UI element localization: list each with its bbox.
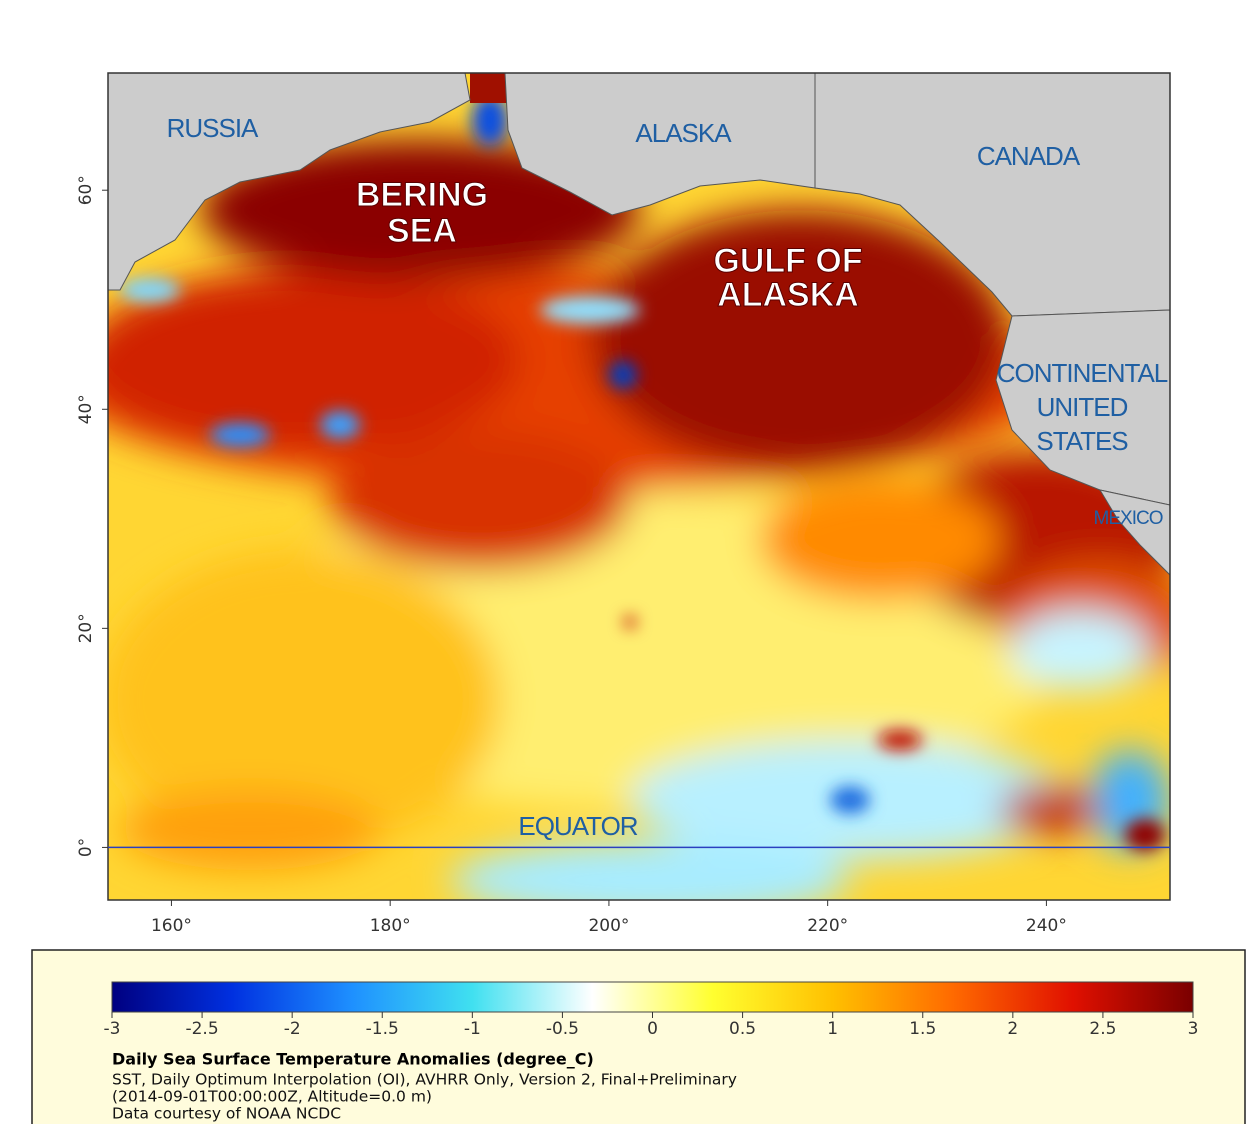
- place-label: SEA: [387, 212, 457, 250]
- colorbar: [111, 981, 1194, 1013]
- x-tick-label: 160°: [151, 916, 192, 936]
- place-label: BERING: [356, 176, 488, 214]
- colorbar-tick-label: 0: [647, 1019, 658, 1039]
- colorbar-tick-label: 2.5: [1089, 1019, 1116, 1039]
- colorbar-tick-label: -3: [104, 1019, 121, 1039]
- place-label: CONTINENTAL: [997, 358, 1168, 388]
- place-label: GULF OF: [713, 242, 862, 280]
- y-tick-label: 40°: [76, 394, 96, 424]
- caption-line: (2014-09-01T00:00:00Z, Altitude=0.0 m): [112, 1088, 432, 1106]
- colorbar-tick-label: 0.5: [729, 1019, 756, 1039]
- colorbar-tick-label: -2.5: [185, 1019, 218, 1039]
- place-label: ALASKA: [717, 276, 859, 314]
- legend-panel: [31, 949, 1246, 1124]
- place-label: STATES: [1036, 426, 1128, 456]
- colorbar-tick-label: 2: [1007, 1019, 1018, 1039]
- mexico-land: [1098, 489, 1170, 576]
- x-tick-label: 220°: [807, 916, 848, 936]
- x-tick-label: 200°: [588, 916, 629, 936]
- caption-line: SST, Daily Optimum Interpolation (OI), A…: [112, 1071, 737, 1089]
- colorbar-tick-label: 3: [1188, 1019, 1199, 1039]
- colorbar-tick-label: -0.5: [546, 1019, 579, 1039]
- colorbar-tick-label: -1.5: [366, 1019, 399, 1039]
- colorbar-tick-label: 1.5: [909, 1019, 936, 1039]
- caption-lines: SST, Daily Optimum Interpolation (OI), A…: [112, 1071, 737, 1123]
- usa-land: [995, 309, 1170, 506]
- land: [108, 73, 1170, 576]
- place-label: CANADA: [977, 141, 1081, 171]
- anomaly-spots: [120, 94, 1165, 851]
- place-label: EQUATOR: [518, 811, 637, 841]
- place-label: RUSSIA: [167, 113, 259, 143]
- heat-field: [108, 73, 1170, 900]
- place-label: MEXICO: [1094, 508, 1163, 529]
- caption-title: Daily Sea Surface Temperature Anomalies …: [112, 1050, 594, 1069]
- anomaly-blobs: [108, 140, 1170, 900]
- plot-frame: [107, 72, 1171, 901]
- caption-line: Data courtesy of NOAA NCDC: [112, 1105, 341, 1123]
- x-tick-label: 180°: [370, 916, 411, 936]
- colorbar-tick-label: -2: [284, 1019, 301, 1039]
- x-tick-label: 240°: [1026, 916, 1067, 936]
- russia-land: [108, 73, 471, 291]
- y-tick-label: 0°: [76, 838, 96, 857]
- colorbar-tick-label: -1: [464, 1019, 481, 1039]
- y-tick-label: 60°: [76, 175, 96, 205]
- place-label: ALASKA: [635, 118, 732, 148]
- place-label: UNITED: [1037, 392, 1128, 422]
- colorbar-tick-label: 1: [827, 1019, 838, 1039]
- y-tick-label: 20°: [76, 613, 96, 643]
- canada-land: [814, 73, 1170, 317]
